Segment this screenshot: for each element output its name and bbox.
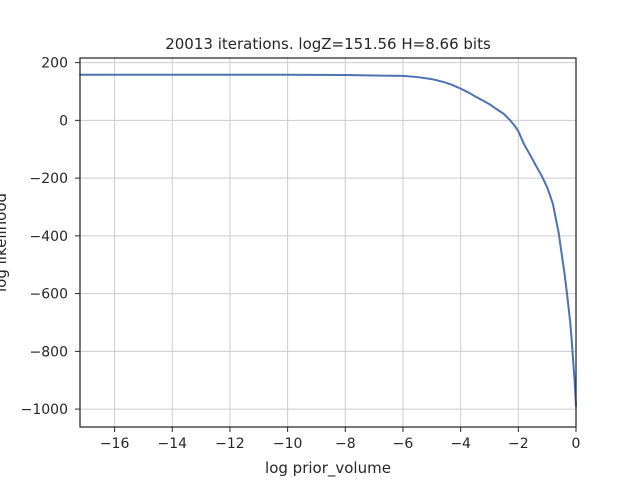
- log-likelihood-curve: [79, 73, 577, 408]
- x-axis-label: log prior_volume: [265, 459, 391, 478]
- y-tick-label: −400: [30, 229, 68, 245]
- y-tick-label: −1000: [21, 402, 68, 418]
- x-tick-label: −16: [100, 436, 130, 452]
- x-axis-ticks: −16 −14 −12 −10 −8 −6 −4 −2 0: [100, 427, 581, 452]
- y-tick-label: −800: [30, 344, 68, 360]
- x-tick-label: −14: [158, 436, 188, 452]
- x-gridlines: [114, 58, 577, 427]
- x-tick-label: −8: [335, 436, 356, 452]
- x-tick-label: −6: [393, 436, 414, 452]
- x-tick-label: −2: [508, 436, 529, 452]
- y-gridlines: [80, 62, 576, 410]
- y-axis-ticks: −1000 −800 −600 −400 −200 0 200: [21, 56, 80, 418]
- y-tick-label: −200: [30, 171, 68, 187]
- y-axis-label: log likelihood: [0, 193, 10, 292]
- x-tick-label: 0: [572, 436, 581, 452]
- y-tick-label: 0: [59, 113, 68, 129]
- x-tick-label: −4: [450, 436, 471, 452]
- y-tick-label: −600: [30, 287, 68, 303]
- y-tick-label: 200: [41, 56, 68, 72]
- x-tick-label: −12: [215, 436, 245, 452]
- chart-title: 20013 iterations. logZ=151.56 H=8.66 bit…: [165, 35, 491, 53]
- x-tick-label: −10: [273, 436, 303, 452]
- plot-frame: [79, 57, 577, 428]
